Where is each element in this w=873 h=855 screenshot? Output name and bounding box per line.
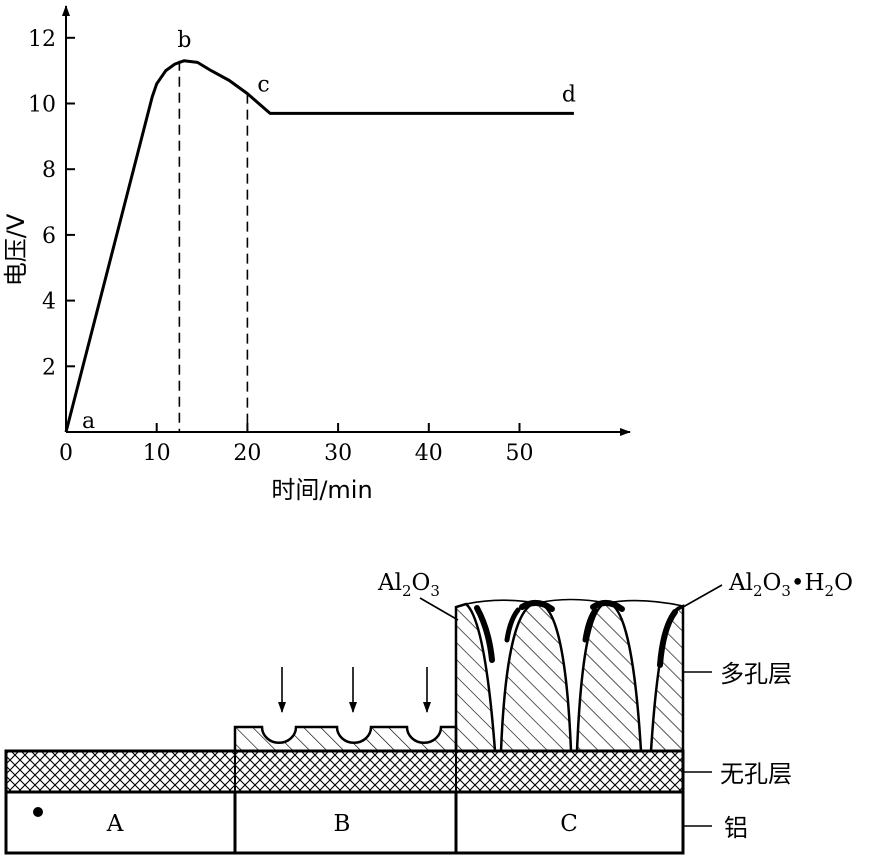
point-label-b: b xyxy=(177,28,191,53)
x-tick-label: 40 xyxy=(415,441,443,466)
region-a-dot xyxy=(33,807,43,817)
barrier-layer-label: 无孔层 xyxy=(720,760,792,788)
y-tick-label: 4 xyxy=(42,290,56,315)
region-b-label: B xyxy=(334,811,351,837)
y-tick-label: 12 xyxy=(28,27,56,52)
y-axis-label: 电压/V xyxy=(2,213,30,286)
al2o3-label: Al2O3 xyxy=(377,570,440,600)
al2o3-h2o-label: Al2O3•H2O xyxy=(728,570,853,600)
region-c-label: C xyxy=(560,811,578,837)
leader-al2o3-h2o xyxy=(675,584,723,612)
aluminum-layer xyxy=(4,790,685,855)
voltage-time-chart: 2 4 6 8 10 12 0 10 20 30 40 50 a b c d 电压/V 时间/min xyxy=(2,5,631,504)
point-label-c: c xyxy=(257,73,269,98)
x-tick-label: 10 xyxy=(143,441,171,466)
guide-lines xyxy=(178,60,249,432)
x-ticks: 0 10 20 30 40 50 xyxy=(59,423,534,466)
point-label-d: d xyxy=(562,82,576,107)
y-tick-label: 2 xyxy=(42,355,56,380)
voltage-curve xyxy=(64,59,574,433)
point-labels: a b c d xyxy=(82,28,576,434)
x-tick-label: 20 xyxy=(233,441,261,466)
leader-al2o3 xyxy=(419,597,459,621)
x-tick-label: 0 xyxy=(59,441,73,466)
aluminum-label: 铝 xyxy=(724,814,748,842)
point-label-a: a xyxy=(82,409,95,434)
oxide-layer-diagram: A B C 多孔层 无孔层 铝 Al2O3 Al2O3•H2O xyxy=(4,570,853,855)
region-b-oxide xyxy=(233,725,458,753)
porous-layer-label: 多孔层 xyxy=(720,660,792,688)
x-tick-label: 30 xyxy=(324,441,352,466)
barrier-layer xyxy=(4,749,685,794)
x-axis-label: 时间/min xyxy=(271,476,372,504)
pit-arrows xyxy=(278,667,431,713)
y-tick-label: 6 xyxy=(42,224,56,249)
x-tick-label: 50 xyxy=(506,441,534,466)
y-tick-label: 10 xyxy=(28,93,56,118)
y-tick-label: 8 xyxy=(42,158,56,183)
region-a-label: A xyxy=(106,811,124,837)
y-ticks: 2 4 6 8 10 12 xyxy=(28,27,75,380)
porous-layer xyxy=(454,598,685,753)
